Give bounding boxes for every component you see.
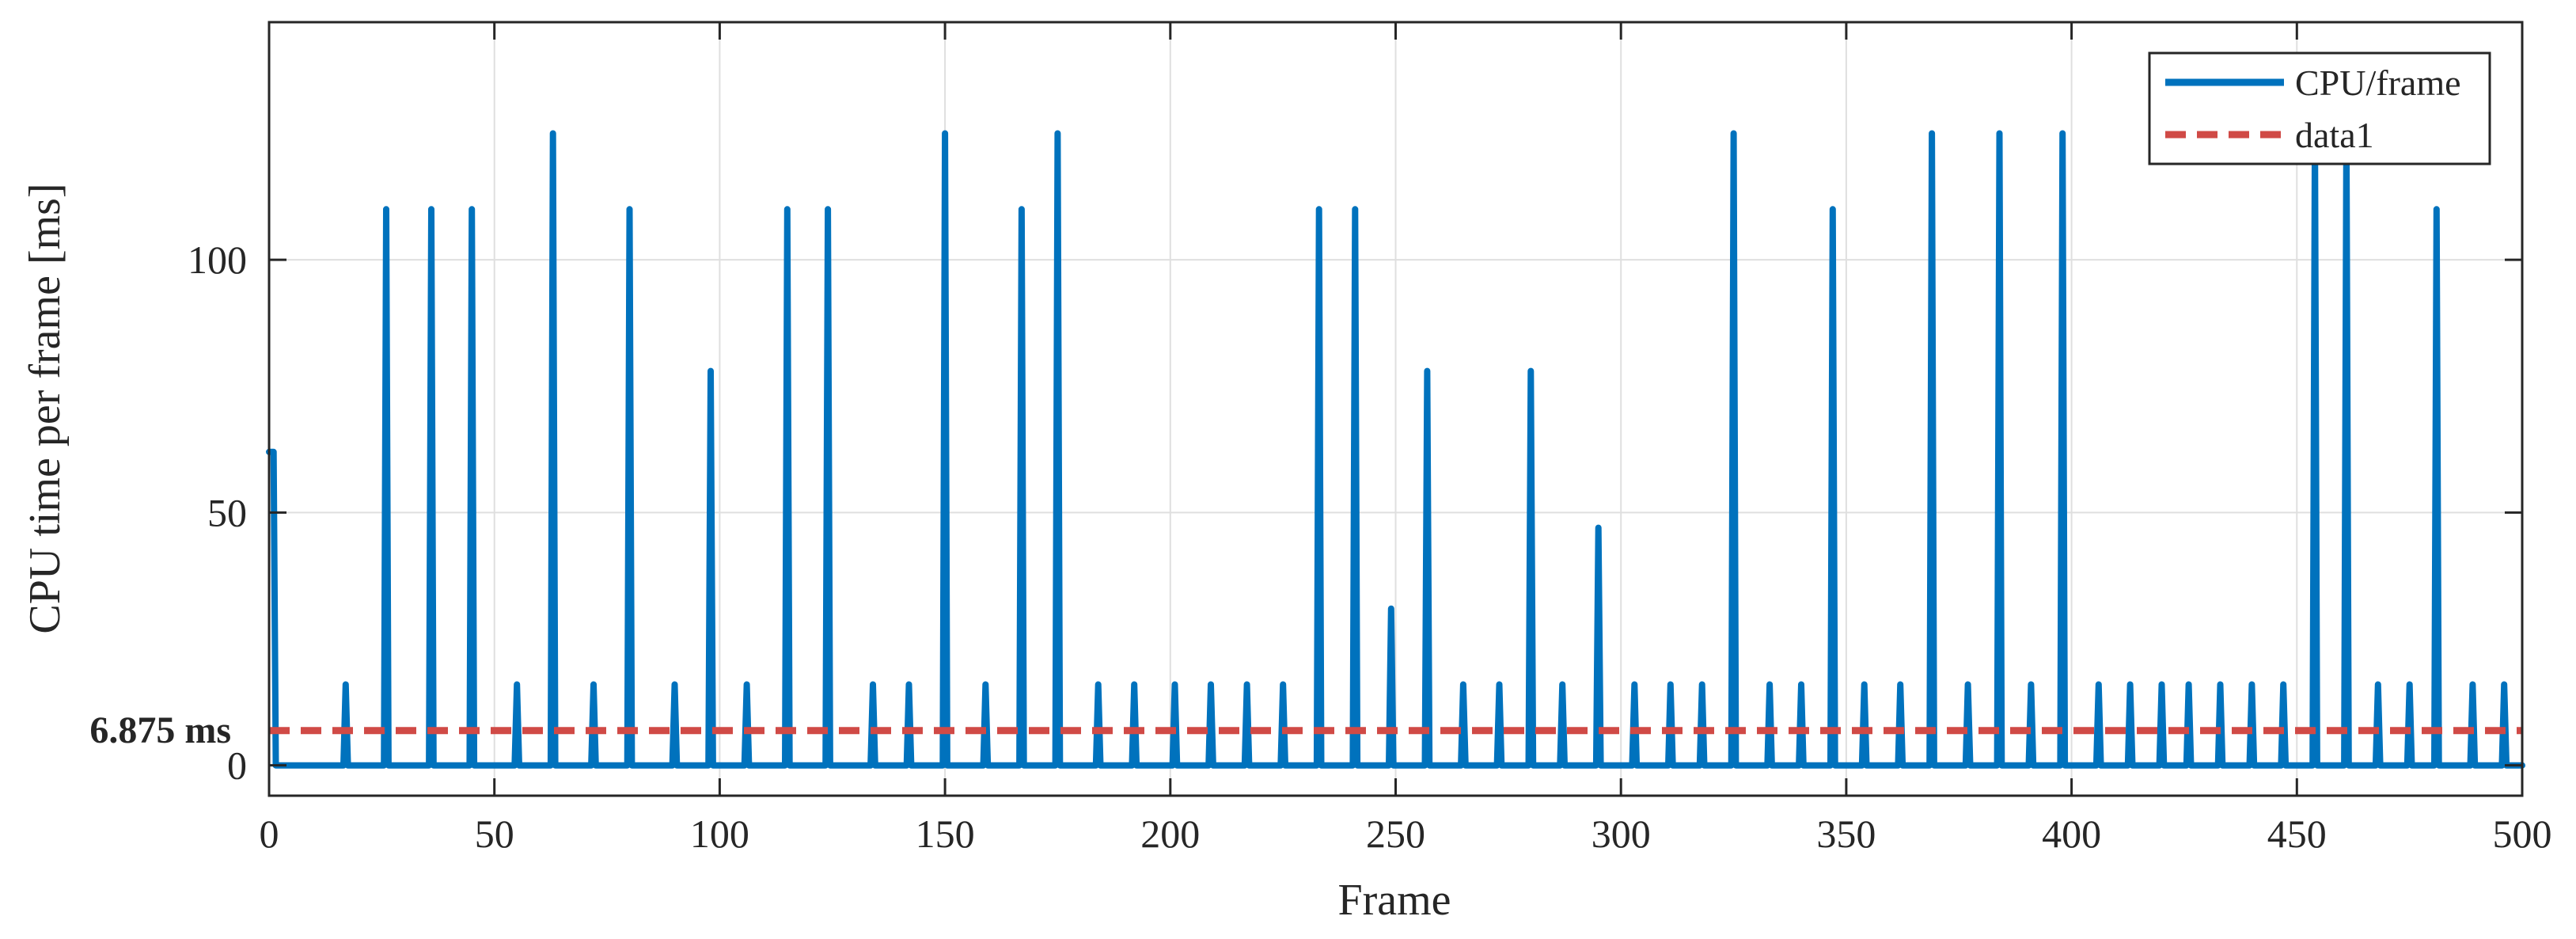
ticks: 0 50 100 150 200 250 300 350 400 450 500 0 50 100 <box>188 22 2552 856</box>
x-tick-label: 100 <box>690 812 749 856</box>
data-lines <box>266 130 2525 769</box>
x-tick-label: 500 <box>2493 812 2552 856</box>
legend-box <box>2148 51 2491 165</box>
x-tick-label: 350 <box>1816 812 1876 856</box>
x-axis-title: Frame <box>1337 876 1451 925</box>
x-tick-label: 400 <box>2042 812 2101 856</box>
reference-value-label: 6.875 ms <box>89 709 231 751</box>
legend-label-cpu: CPU/frame <box>2295 63 2461 103</box>
series-line-cpu-per-frame <box>266 130 2525 769</box>
legend: CPU/frame data1 <box>2148 51 2491 165</box>
y-tick-label: 0 <box>227 743 247 788</box>
x-tick-label: 200 <box>1140 812 1200 856</box>
y-tick-label: 100 <box>188 238 247 282</box>
x-tick-label: 250 <box>1366 812 1425 856</box>
y-tick-label: 50 <box>207 490 247 534</box>
x-tick-label: 0 <box>260 812 279 856</box>
x-tick-label: 50 <box>475 812 514 856</box>
x-tick-label: 300 <box>1592 812 1651 856</box>
y-axis-title: CPU time per frame [ms] <box>21 183 70 633</box>
legend-label-data1: data1 <box>2295 115 2374 155</box>
x-tick-label: 450 <box>2267 812 2327 856</box>
x-tick-label: 150 <box>916 812 975 856</box>
